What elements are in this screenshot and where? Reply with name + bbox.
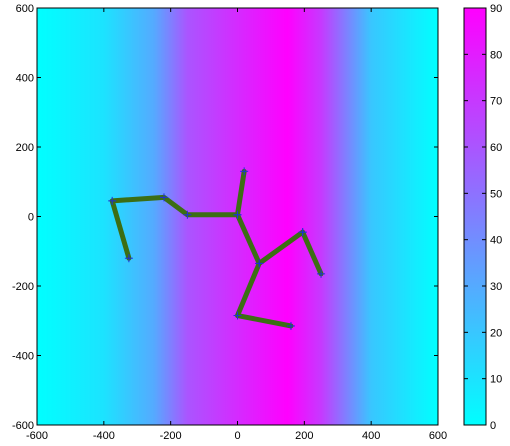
x-tick-label: -600 [26,430,48,442]
y-tick-label: 400 [16,73,34,85]
x-tick-label: 400 [362,430,380,442]
y-tick-label: 200 [16,142,34,154]
colorbar-axis: 0 10 20 30 40 50 60 70 80 90 [464,3,502,432]
data-point-marker [286,321,295,330]
colorbar-tick-label: 40 [490,235,502,247]
colorbar-frame [463,7,487,426]
y-tick-label: -400 [12,351,34,363]
y-tick-label: 0 [28,212,34,224]
data-point-marker [124,254,133,263]
axes: -600 -400 -200 0 200 400 600 -600 -400 -200 0 200 40… [12,3,447,442]
x-tick-label: 600 [429,430,447,442]
chart-marks [108,167,326,330]
colorbar-tick-label: 0 [490,420,496,432]
colorbar-tick-label: 10 [490,374,502,386]
x-tick-label: 0 [234,430,240,442]
series-line [109,168,324,329]
data-point-marker [317,269,326,278]
colorbar-tick-label: 80 [490,49,502,61]
x-tick-label: -200 [160,430,182,442]
colorbar-tick-label: 90 [490,3,502,15]
data-point-marker [183,210,192,219]
data-point-marker [298,228,307,237]
colorbar-tick-label: 30 [490,281,502,293]
data-point-marker [108,196,117,205]
x-tick-label: -400 [93,430,115,442]
colorbar-tick-label: 70 [490,96,502,108]
y-tick-label: 600 [16,3,34,15]
data-point-marker [240,167,249,176]
colorbar [464,8,486,425]
y-tick-label: -600 [12,420,34,432]
data-point-marker [159,193,168,202]
colorbar-tick-label: 20 [490,327,502,339]
x-tick-label: 200 [295,430,313,442]
data-point-marker [233,311,242,320]
data-point-marker [255,259,264,268]
data-point-marker [233,210,242,219]
colorbar-tick-label: 60 [490,142,502,154]
colorbar-tick-label: 50 [490,188,502,200]
y-tick-label: -200 [12,281,34,293]
